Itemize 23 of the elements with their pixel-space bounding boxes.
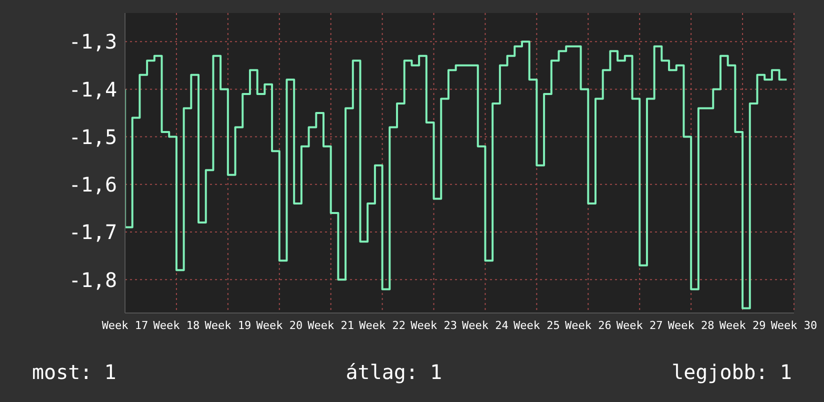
text: most: 1 <box>32 360 116 384</box>
y-tick-label: -1,6 <box>68 172 117 197</box>
x-tick-label: Week 17 <box>102 318 148 332</box>
x-tick-label: Week 21 <box>308 318 354 332</box>
x-tick-label: Week 18 <box>153 318 200 332</box>
y-tick-label: -1,8 <box>68 268 117 292</box>
x-tick-label: Week 26 <box>564 318 612 332</box>
x-tick-label: Week 22 <box>359 318 406 332</box>
y-tick-label: -1,3 <box>68 30 117 54</box>
x-tick-label: Week 20 <box>256 318 303 332</box>
y-tick-label: -1,4 <box>68 77 117 102</box>
x-tick-label: Week 29 <box>719 318 766 332</box>
x-tick-label: Week 24 <box>462 318 509 332</box>
y-tick-label: -1,5 <box>68 124 117 149</box>
text: legjobb: 1 <box>672 360 792 384</box>
x-tick-label: Week 19 <box>204 318 252 332</box>
x-tick-label: Week 25 <box>514 318 560 332</box>
text: átlag: 1 <box>346 360 442 384</box>
x-tick-label: Week 28 <box>668 318 714 332</box>
x-tick-label: Week 30 <box>770 318 818 332</box>
x-tick-label: Week 23 <box>410 318 457 332</box>
x-tick-label: Week 27 <box>616 318 663 332</box>
y-tick-label: -1,7 <box>68 220 117 244</box>
